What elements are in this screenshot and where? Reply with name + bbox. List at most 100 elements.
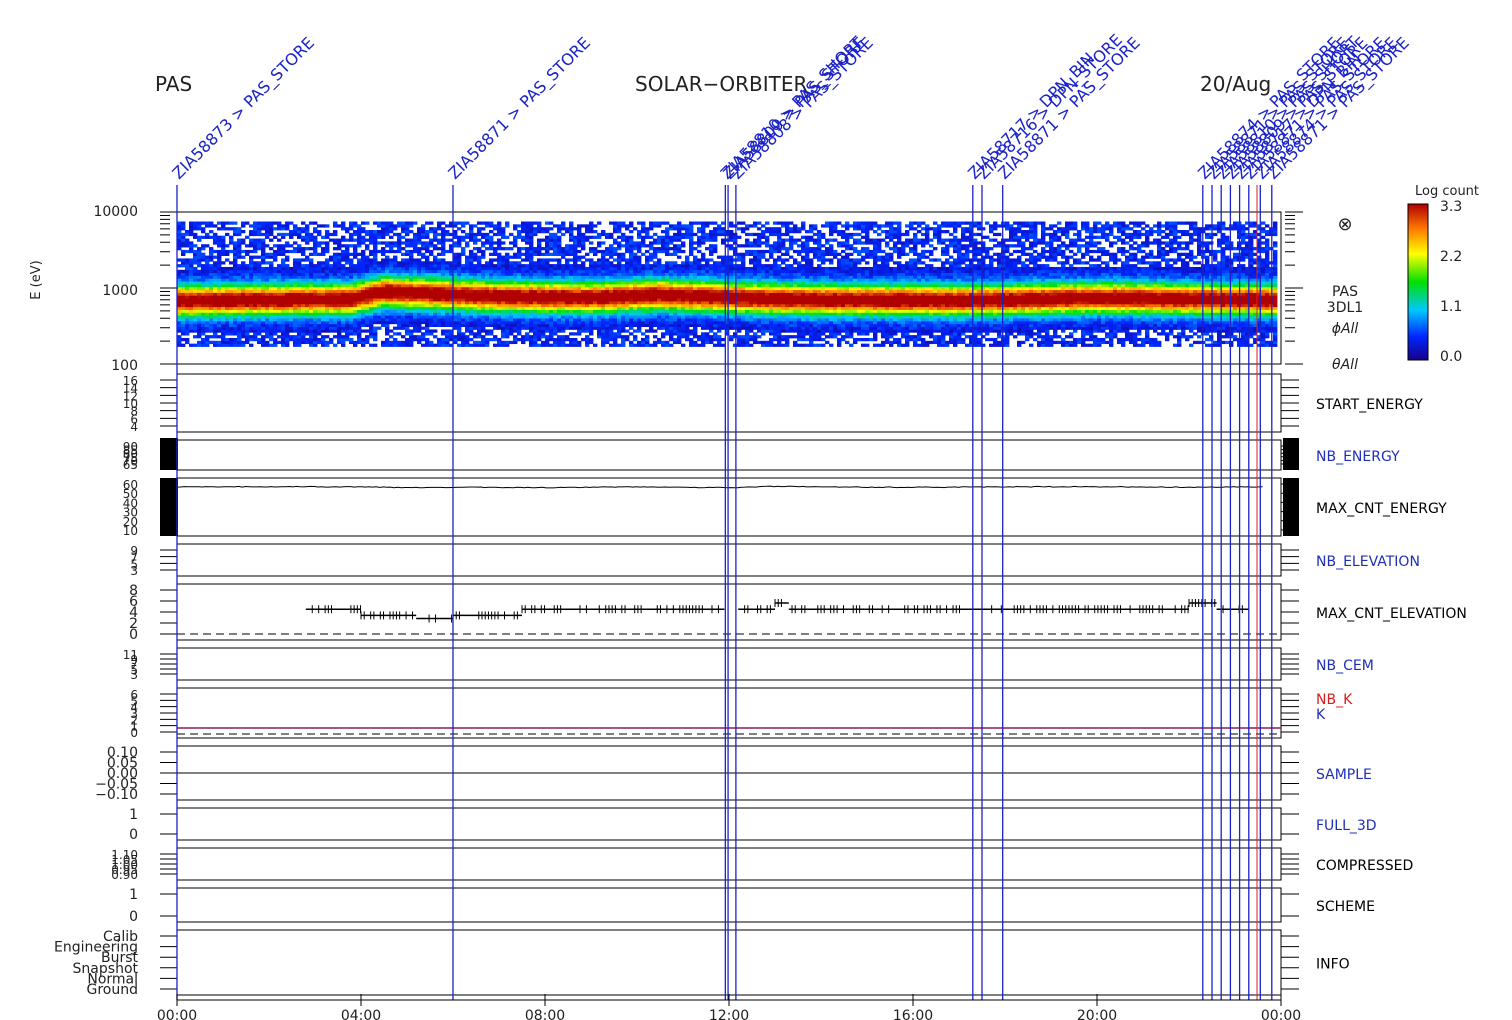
spectrogram-cell (489, 309, 494, 313)
spectrogram-cell (713, 306, 718, 310)
spectrogram-cell (365, 337, 370, 342)
spectrogram-cell (305, 241, 310, 245)
spectrogram-cell (669, 329, 674, 333)
spectrogram-cell (529, 295, 534, 299)
spectrogram-cell (453, 318, 458, 322)
spectrogram-cell (681, 292, 686, 296)
spectrogram-cell (265, 306, 270, 310)
spectrogram-cell (537, 298, 542, 302)
spectrogram-cell (273, 312, 278, 316)
spectrogram-cell (665, 247, 670, 251)
spectrogram-cell (357, 232, 362, 237)
spectrogram-cell (213, 235, 218, 239)
spectrogram-cell (221, 238, 226, 242)
spectrogram-cell (713, 318, 718, 322)
spectrogram-cell (465, 264, 470, 268)
spectrogram-cell (477, 340, 482, 345)
spectrogram-cell (621, 312, 626, 316)
spectrogram-cell (445, 332, 450, 336)
spectrogram-cell (433, 272, 438, 276)
spectrogram-cell (685, 224, 690, 228)
spectrogram-cell (413, 301, 418, 305)
spectrogram-cell (501, 272, 506, 276)
spectrogram-cell (709, 309, 714, 313)
spectrogram-cell (241, 230, 246, 234)
spectrogram-cell (449, 269, 454, 274)
spectrogram-cell (369, 326, 374, 330)
spectrogram-cell (365, 258, 370, 262)
spectrogram-cell (269, 306, 274, 310)
spectrogram-cell (269, 318, 274, 322)
spectrogram-cell (517, 332, 522, 336)
spectrogram-cell (581, 261, 586, 265)
spectrogram-cell (481, 329, 486, 333)
spectrogram-cell (697, 261, 702, 265)
spectrogram-cell (485, 278, 490, 282)
spectrogram-cell (385, 278, 390, 282)
spectrogram-cell (365, 247, 370, 251)
spectrogram-cell (697, 312, 702, 316)
spectrogram-cell (249, 306, 254, 310)
spectrogram-cell (565, 249, 570, 254)
spectrogram-cell (717, 278, 722, 282)
spectrogram-cell (625, 335, 630, 339)
spectrogram-cell (705, 221, 710, 225)
spectrogram-cell (393, 258, 398, 262)
spectrogram-cell (253, 286, 258, 291)
spectrogram-cell (573, 283, 578, 288)
spectrogram-cell (425, 249, 430, 254)
spectrogram-cell (649, 255, 654, 259)
spectrogram-cell (329, 289, 334, 293)
spectrogram-cell (497, 244, 502, 248)
spectrogram-cell (377, 278, 382, 282)
spectrogram-cell (653, 255, 658, 259)
spectrogram-cell (257, 309, 262, 313)
spectrogram-cell (581, 326, 586, 330)
spectrogram-cell (653, 247, 658, 251)
spectrogram-cell (593, 224, 598, 228)
spectrogram-cell (357, 252, 362, 256)
spectrogram-cell (517, 272, 522, 276)
spectrogram-cell (645, 286, 650, 291)
spectrogram-cell (521, 337, 526, 342)
spectrogram-cell (657, 323, 662, 327)
spectrogram-cell (521, 286, 526, 291)
spectrogram-cell (533, 343, 538, 347)
spectrogram-cell (405, 332, 410, 336)
spectrogram-cell (285, 264, 290, 268)
spectrogram-cell (201, 252, 206, 256)
spectrogram-cell (273, 323, 278, 327)
spectrogram-cell (425, 230, 430, 234)
spectrogram-cell (201, 312, 206, 316)
spectrogram-cell (625, 258, 630, 262)
spectrogram-cell (717, 340, 722, 345)
spectrogram-cell (421, 301, 426, 305)
spectrogram-cell (181, 298, 186, 302)
spectrogram-cell (685, 264, 690, 268)
spectrogram-cell (177, 272, 182, 276)
spectrogram-cell (609, 221, 614, 225)
spectrogram-cell (197, 318, 202, 322)
spectrogram-cell (309, 261, 314, 265)
spectrogram-cell (233, 278, 238, 282)
spectrogram-cell (189, 249, 194, 254)
spectrogram-cell (505, 335, 510, 339)
spectrogram-cell (653, 238, 658, 242)
spectrogram-cell (385, 312, 390, 316)
spectrogram-cell (509, 340, 514, 345)
spectrogram-cell (585, 275, 590, 279)
spectrogram-cell (537, 306, 542, 310)
spectrogram-cell (413, 244, 418, 248)
spectrogram-cell (497, 326, 502, 330)
spectrogram-cell (477, 230, 482, 234)
spectrogram-cell (449, 315, 454, 319)
spectrogram-cell (665, 241, 670, 245)
spectrogram-cell (193, 227, 198, 231)
spectrogram-cell (409, 244, 414, 248)
spectrogram-cell (449, 266, 454, 271)
spectrogram-cell (393, 306, 398, 310)
spectrogram-cell (417, 301, 422, 305)
spectrogram-cell (549, 272, 554, 276)
spectrogram-cell (577, 224, 582, 228)
spectrogram-cell (217, 323, 222, 327)
